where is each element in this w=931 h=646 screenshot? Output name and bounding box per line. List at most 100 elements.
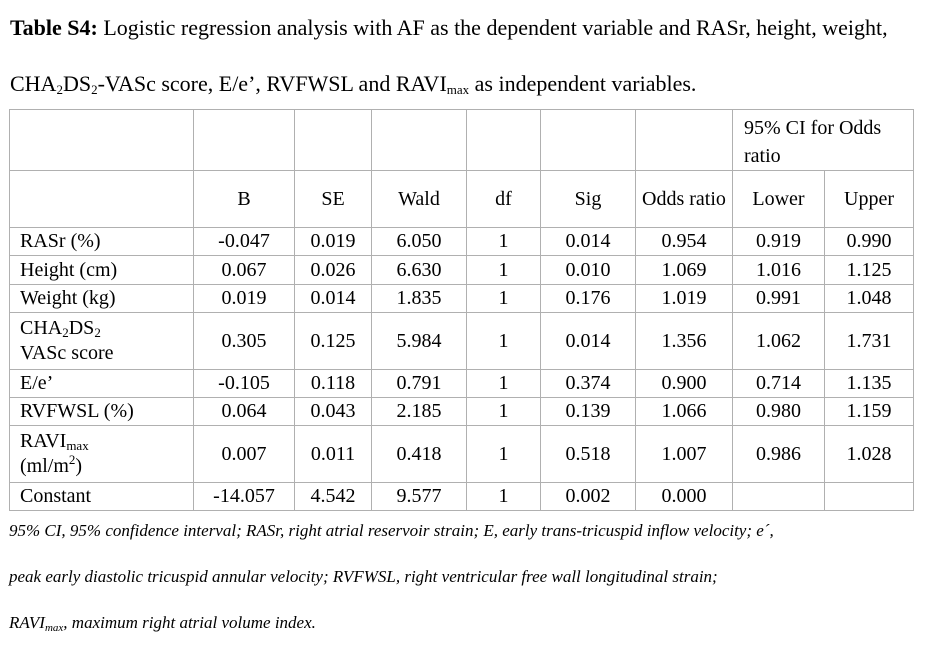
table-cell: 1.016 bbox=[732, 255, 825, 285]
table-cell: 0.990 bbox=[824, 227, 914, 256]
table-row: RAVImax (ml/m2) 0.007 0.011 0.418 1 0.518 1.007… bbox=[9, 425, 914, 483]
table-cell: 0.019 bbox=[294, 227, 372, 256]
row-label: Height (cm) bbox=[9, 255, 194, 285]
table-cell: 1.125 bbox=[824, 255, 914, 285]
table-cell: 0.125 bbox=[294, 312, 372, 370]
table-cell: 0.980 bbox=[732, 397, 825, 426]
table-cell: 6.630 bbox=[371, 255, 467, 285]
table-cell: 1.356 bbox=[635, 312, 733, 370]
table-cell: 1.835 bbox=[371, 284, 467, 313]
row-label: E/e’ bbox=[9, 369, 194, 398]
table-cell bbox=[824, 482, 914, 511]
col-header-wald: Wald bbox=[371, 170, 467, 228]
table-cell: 4.542 bbox=[294, 482, 372, 511]
table-cell: 0.791 bbox=[371, 369, 467, 398]
table-cell: 0.176 bbox=[540, 284, 636, 313]
ci-header: 95% CI for Odds ratio bbox=[732, 109, 914, 171]
header-row-2: B SE Wald df Sig Odds ratio Lower Upper bbox=[9, 170, 914, 228]
table-cell: 0.014 bbox=[540, 312, 636, 370]
table-cell: 5.984 bbox=[371, 312, 467, 370]
table-body: RASr (%) -0.047 0.019 6.050 1 0.014 0.954 0.919… bbox=[9, 227, 914, 511]
table-cell: 1 bbox=[466, 369, 541, 398]
table-cell: 0.518 bbox=[540, 425, 636, 483]
table-cell: 1.062 bbox=[732, 312, 825, 370]
table-cell: 0.900 bbox=[635, 369, 733, 398]
table-row: Weight (kg) 0.019 0.014 1.835 1 0.176 1.019 0.9… bbox=[9, 284, 914, 313]
table-cell: 6.050 bbox=[371, 227, 467, 256]
table-footnotes: 95% CI, 95% confidence interval; RASr, r… bbox=[9, 508, 924, 646]
table-row: Height (cm) 0.067 0.026 6.630 1 0.010 1.069 1.0… bbox=[9, 255, 914, 285]
row-label: Constant bbox=[9, 482, 194, 511]
row-label: Weight (kg) bbox=[9, 284, 194, 313]
table-cell: 1.159 bbox=[824, 397, 914, 426]
table-cell: 2.185 bbox=[371, 397, 467, 426]
table-cell: 0.067 bbox=[193, 255, 295, 285]
table-row: CHA2DS2 VASc score 0.305 0.125 5.984 1 0.014 1.… bbox=[9, 312, 914, 370]
caption-label: Table S4: bbox=[10, 15, 98, 40]
table-cell: 1.028 bbox=[824, 425, 914, 483]
col-header-upper: Upper bbox=[824, 170, 914, 228]
col-header-df: df bbox=[466, 170, 541, 228]
header-row-1: 95% CI for Odds ratio bbox=[9, 109, 914, 171]
table-cell: 0.014 bbox=[540, 227, 636, 256]
table-cell: 0.305 bbox=[193, 312, 295, 370]
footnote-line: peak early diastolic tricuspid annular v… bbox=[9, 567, 718, 586]
table-cell: 0.986 bbox=[732, 425, 825, 483]
table-row: RVFWSL (%) 0.064 0.043 2.185 1 0.139 1.066 0.98… bbox=[9, 397, 914, 426]
table-cell: 1 bbox=[466, 312, 541, 370]
table-cell: 1 bbox=[466, 255, 541, 285]
col-header-sig: Sig bbox=[540, 170, 636, 228]
regression-table: 95% CI for Odds ratio B SE Wald df Sig O… bbox=[9, 109, 914, 511]
table-cell: 0.714 bbox=[732, 369, 825, 398]
table-cell: 1.135 bbox=[824, 369, 914, 398]
table-cell: 0.418 bbox=[371, 425, 467, 483]
col-header-odds-ratio: Odds ratio bbox=[635, 170, 733, 228]
table-cell: 0.919 bbox=[732, 227, 825, 256]
table-cell: 1 bbox=[466, 482, 541, 511]
table-cell: 0.139 bbox=[540, 397, 636, 426]
footnote-line: 95% CI, 95% confidence interval; RASr, r… bbox=[9, 521, 774, 540]
table-cell: 0.019 bbox=[193, 284, 295, 313]
table-cell: 0.000 bbox=[635, 482, 733, 511]
table-cell: 9.577 bbox=[371, 482, 467, 511]
row-label: RVFWSL (%) bbox=[9, 397, 194, 426]
table-cell: 0.064 bbox=[193, 397, 295, 426]
table-cell: 1 bbox=[466, 227, 541, 256]
table-cell: 0.026 bbox=[294, 255, 372, 285]
col-header-se: SE bbox=[294, 170, 372, 228]
table-cell: 0.014 bbox=[294, 284, 372, 313]
table-cell: 0.010 bbox=[540, 255, 636, 285]
table-cell: 0.011 bbox=[294, 425, 372, 483]
col-header-lower: Lower bbox=[732, 170, 825, 228]
table-cell: 1 bbox=[466, 425, 541, 483]
table-cell: 1 bbox=[466, 397, 541, 426]
table-cell: 0.002 bbox=[540, 482, 636, 511]
table-cell: 1 bbox=[466, 284, 541, 313]
table-cell: 0.007 bbox=[193, 425, 295, 483]
table-cell: 1.069 bbox=[635, 255, 733, 285]
table-cell: 1.066 bbox=[635, 397, 733, 426]
row-label: RASr (%) bbox=[9, 227, 194, 256]
table-cell: 1.019 bbox=[635, 284, 733, 313]
footnote-line: RAVImax, maximum right atrial volume ind… bbox=[9, 613, 316, 634]
table-cell: 0.043 bbox=[294, 397, 372, 426]
table-row: Constant -14.057 4.542 9.577 1 0.002 0.000 bbox=[9, 482, 914, 511]
table-row: RASr (%) -0.047 0.019 6.050 1 0.014 0.954 0.919… bbox=[9, 227, 914, 256]
table-caption: Table S4: Logistic regression analysis w… bbox=[10, 0, 925, 112]
table-cell: -0.047 bbox=[193, 227, 295, 256]
table-cell: 0.118 bbox=[294, 369, 372, 398]
table-cell: 1.048 bbox=[824, 284, 914, 313]
table-cell: -14.057 bbox=[193, 482, 295, 511]
table-cell: 1.007 bbox=[635, 425, 733, 483]
table-cell: -0.105 bbox=[193, 369, 295, 398]
table-cell: 0.991 bbox=[732, 284, 825, 313]
table-cell: 1.731 bbox=[824, 312, 914, 370]
row-label: RAVImax (ml/m2) bbox=[9, 425, 194, 483]
table-cell: 0.954 bbox=[635, 227, 733, 256]
table-cell: 0.374 bbox=[540, 369, 636, 398]
caption-text: Logistic regression analysis with AF as … bbox=[10, 15, 888, 97]
col-header-b: B bbox=[193, 170, 295, 228]
table-row: E/e’ -0.105 0.118 0.791 1 0.374 0.900 0.714 1.13… bbox=[9, 369, 914, 398]
table-cell bbox=[732, 482, 825, 511]
row-label: CHA2DS2 VASc score bbox=[9, 312, 194, 370]
